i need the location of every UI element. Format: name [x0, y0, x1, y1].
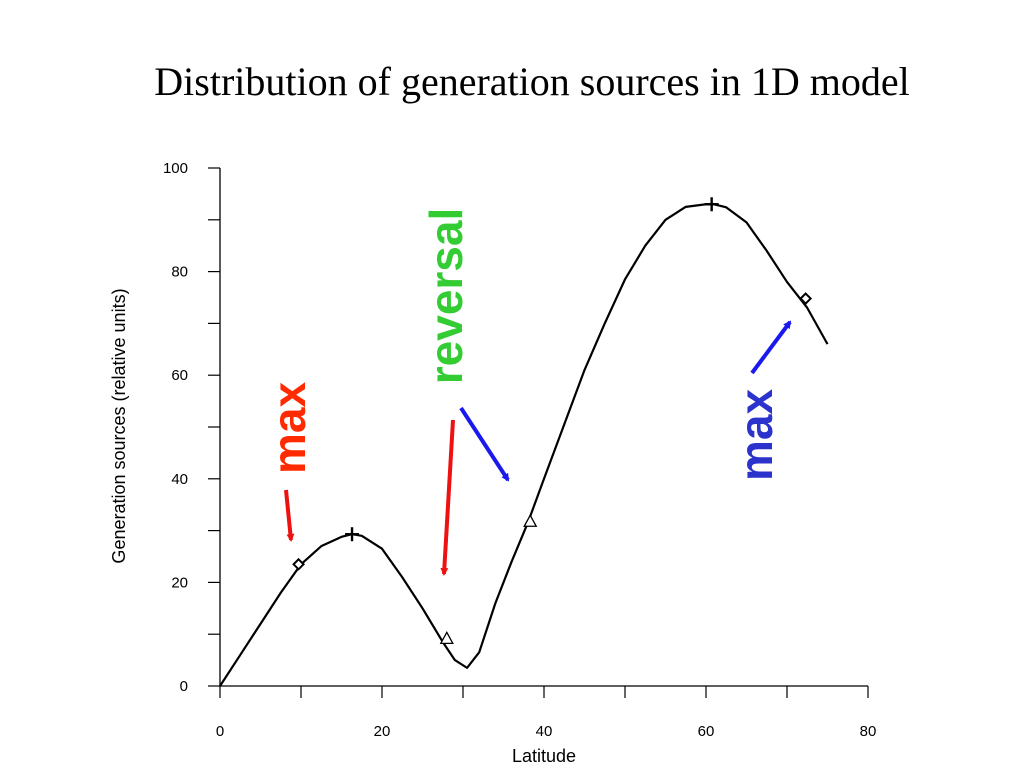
x-tick-label: 0 — [216, 723, 224, 740]
y-tick-label: 20 — [171, 574, 188, 591]
plus-marker — [704, 197, 719, 212]
x-tick-label: 40 — [536, 723, 553, 740]
x-tick-label: 80 — [860, 723, 877, 740]
arrow-reversal-right — [459, 406, 510, 482]
annotation-max-right: max — [730, 389, 782, 481]
plus-marker — [345, 527, 360, 542]
y-axis-label: Generation sources (relative units) — [109, 288, 129, 563]
y-tick-label: 40 — [171, 471, 188, 488]
annotation-max-left: max — [263, 382, 315, 474]
x-tick-label: 20 — [374, 723, 391, 740]
markers — [292, 197, 813, 644]
chart-title: Distribution of generation sources in 1D… — [154, 59, 910, 104]
y-tick-label: 100 — [163, 160, 188, 177]
y-tick-label: 0 — [180, 678, 188, 695]
annotation-reversal: reversal — [420, 208, 472, 385]
ticks: 0 20 40 60 80 0 20 40 60 80 100 — [163, 160, 876, 740]
x-axis-label: Latitude — [512, 746, 576, 766]
diamond-marker — [799, 292, 813, 305]
arrow-max-right — [750, 320, 792, 375]
triangle-marker — [523, 513, 538, 527]
y-tick-label: 60 — [171, 367, 188, 384]
triangle-marker — [439, 630, 454, 644]
x-tick-label: 60 — [698, 723, 715, 740]
arrow-max-left — [284, 489, 295, 542]
y-tick-label: 80 — [171, 264, 188, 281]
diamond-marker — [292, 557, 305, 571]
arrow-reversal-down — [440, 419, 455, 576]
